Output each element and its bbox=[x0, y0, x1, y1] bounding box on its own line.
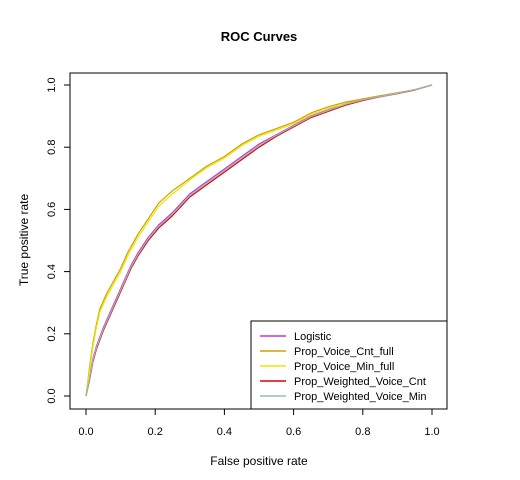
series-line-4 bbox=[85, 84, 433, 397]
y-axis: 0.0 0.2 0.4 0.6 0.8 1.0 bbox=[46, 77, 70, 404]
y-tick-label: 0.6 bbox=[46, 202, 58, 217]
series-line-5 bbox=[85, 84, 433, 397]
series-line-2 bbox=[85, 84, 433, 397]
x-axis-label: False positive rate bbox=[210, 454, 308, 468]
legend-label: Prop_Voice_Min_full bbox=[294, 361, 394, 373]
x-tick-label: 0.6 bbox=[286, 426, 301, 438]
x-tick-label: 0.4 bbox=[217, 426, 232, 438]
x-tick-label: 1.0 bbox=[424, 426, 439, 438]
x-axis: 0.0 0.2 0.4 0.6 0.8 1.0 bbox=[78, 409, 440, 438]
legend-label: Prop_Weighted_Voice_Cnt bbox=[294, 376, 426, 388]
x-tick-label: 0.8 bbox=[355, 426, 370, 438]
y-tick-label: 0.8 bbox=[46, 140, 58, 155]
y-tick-label: 0.4 bbox=[46, 264, 58, 279]
y-tick-label: 0.2 bbox=[46, 326, 58, 341]
legend: Logistic Prop_Voice_Cnt_full Prop_Voice_Mi… bbox=[250, 320, 448, 410]
x-tick-label: 0.0 bbox=[78, 426, 93, 438]
x-tick-label: 0.2 bbox=[148, 426, 163, 438]
series-lines bbox=[85, 84, 433, 397]
legend-label: Prop_Weighted_Voice_Min bbox=[294, 391, 427, 403]
legend-label: Logistic bbox=[294, 331, 332, 343]
y-axis-label: True positive rate bbox=[17, 194, 31, 287]
chart-title: ROC Curves bbox=[221, 29, 298, 44]
legend-label: Prop_Voice_Cnt_full bbox=[294, 346, 394, 358]
y-tick-label: 1.0 bbox=[46, 77, 58, 92]
y-tick-label: 0.0 bbox=[46, 388, 58, 403]
legend-box bbox=[250, 320, 448, 410]
